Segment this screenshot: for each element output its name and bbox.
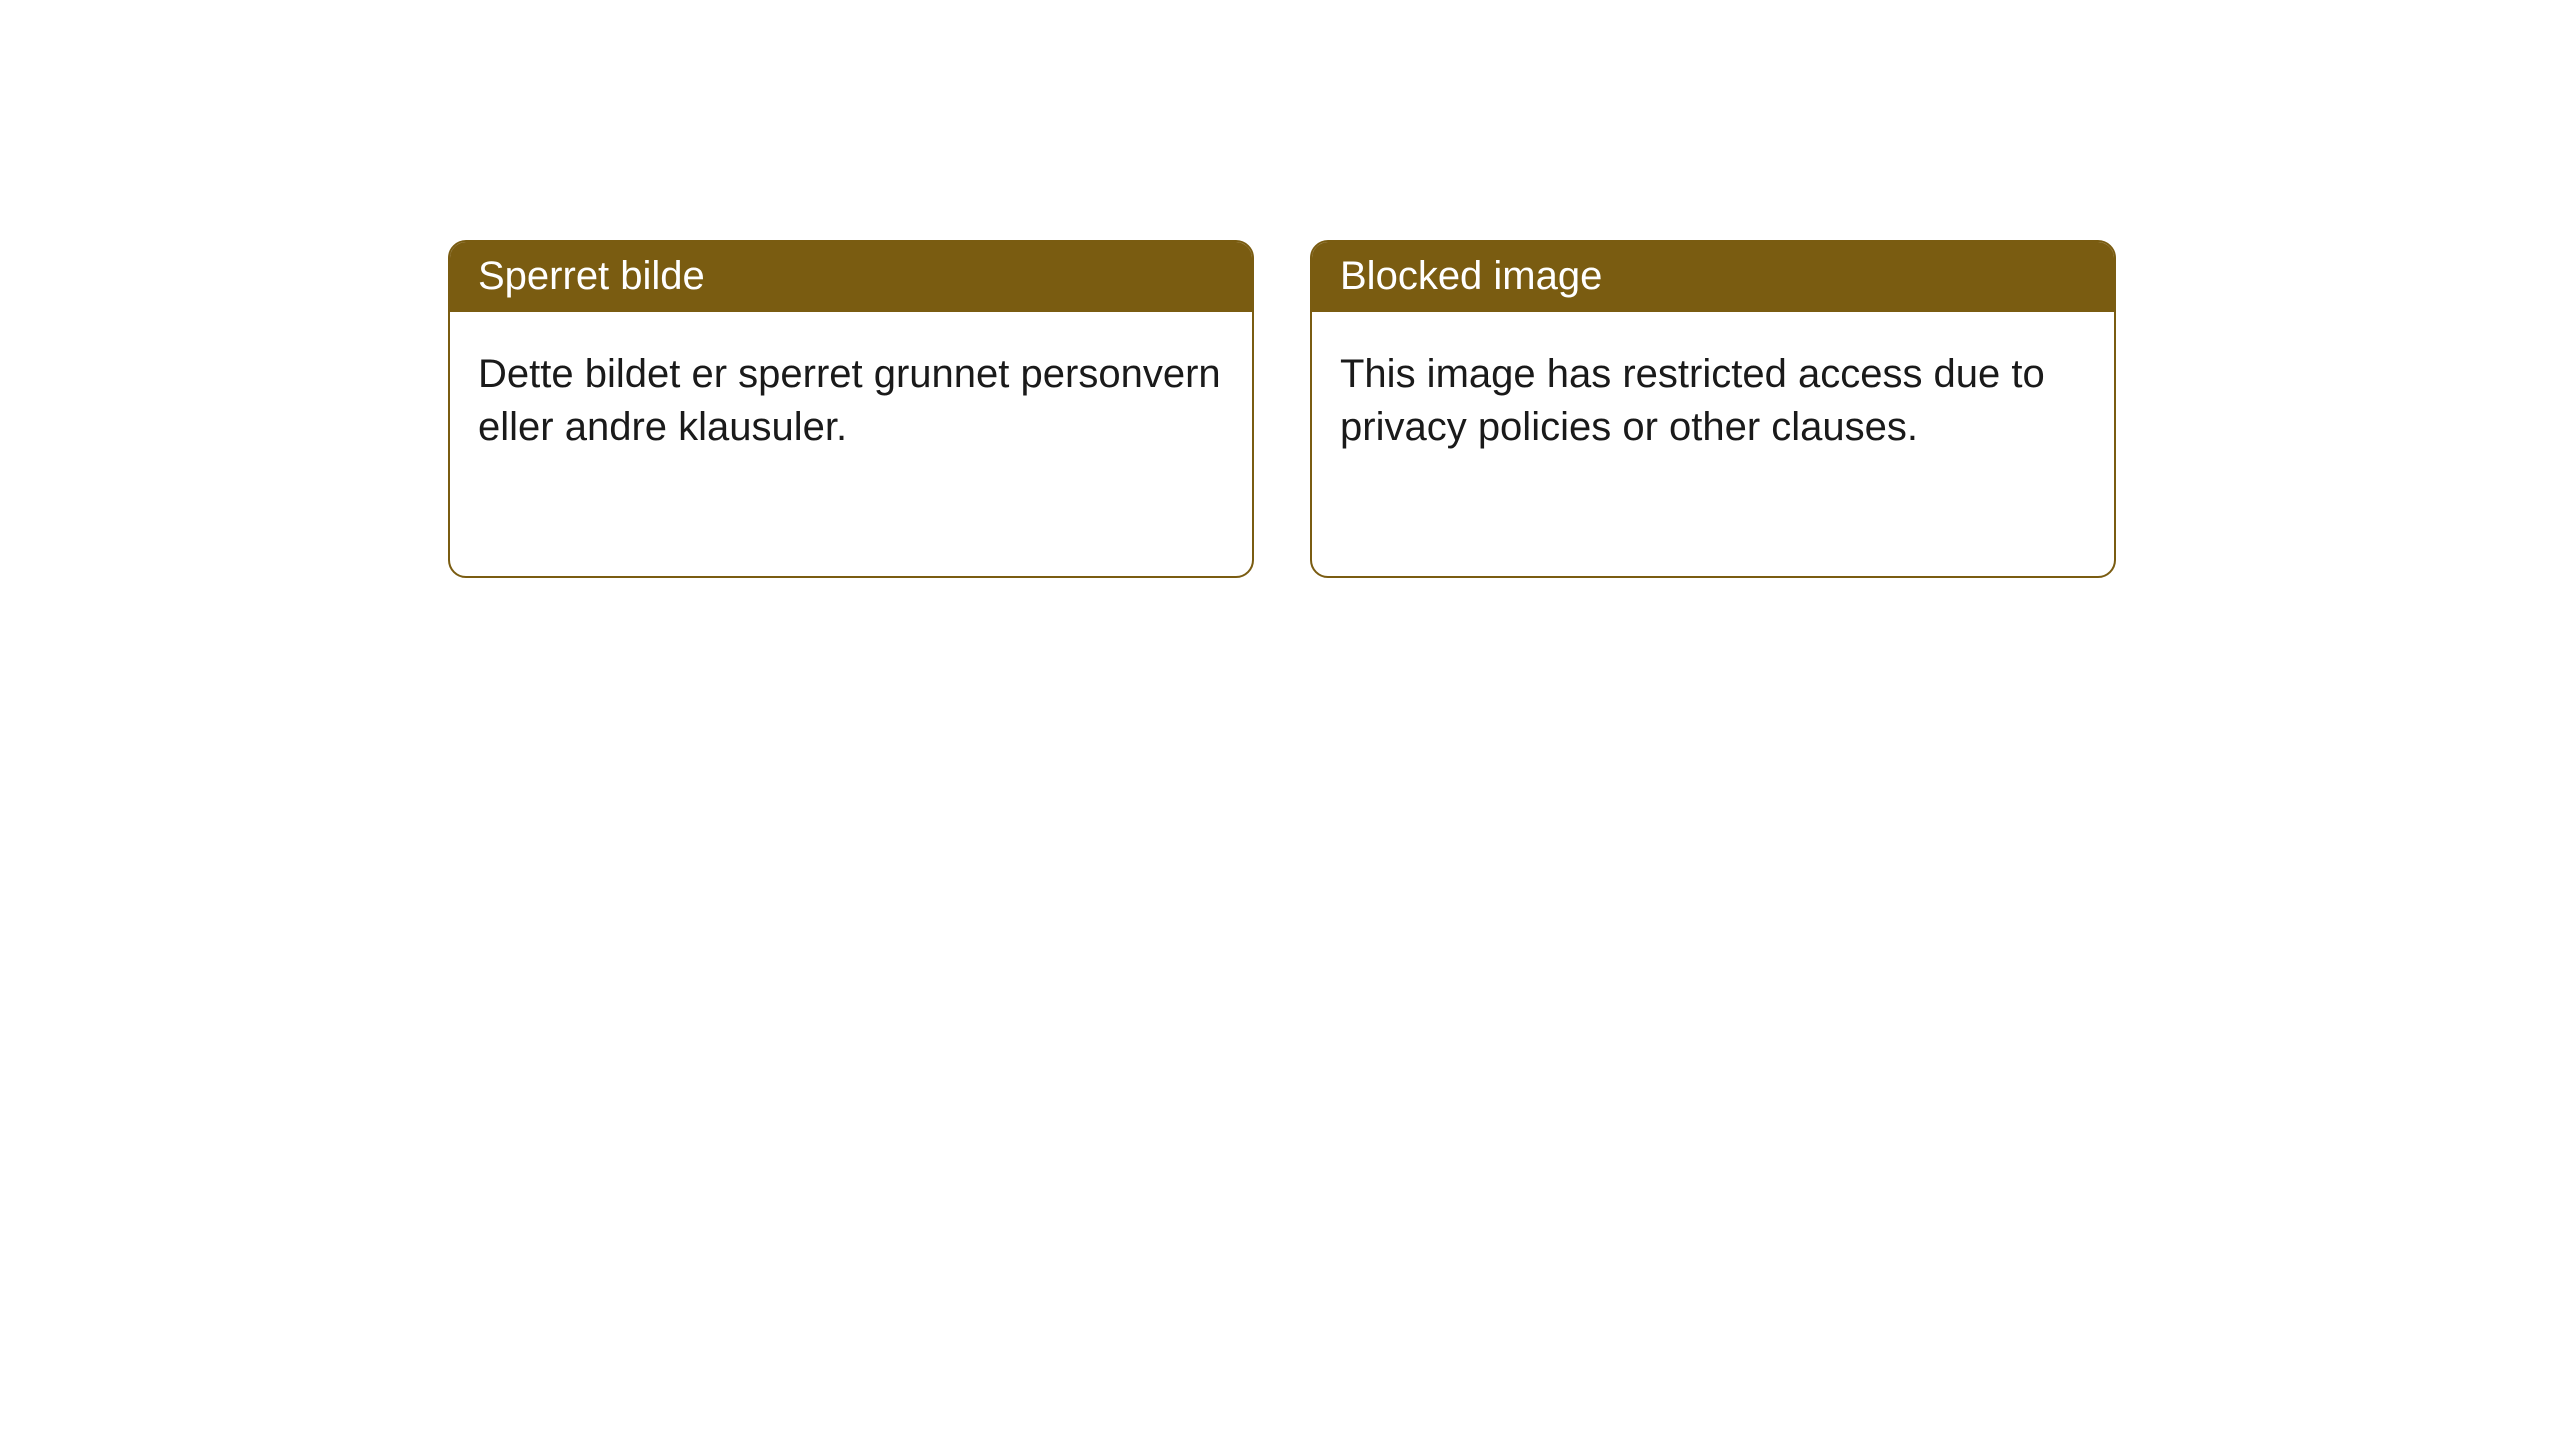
card-header: Blocked image bbox=[1312, 242, 2114, 312]
card-header: Sperret bilde bbox=[450, 242, 1252, 312]
notice-card-norwegian: Sperret bilde Dette bildet er sperret gr… bbox=[448, 240, 1254, 578]
notice-card-english: Blocked image This image has restricted … bbox=[1310, 240, 2116, 578]
card-body: This image has restricted access due to … bbox=[1312, 312, 2114, 482]
notice-container: Sperret bilde Dette bildet er sperret gr… bbox=[0, 0, 2560, 578]
card-body: Dette bildet er sperret grunnet personve… bbox=[450, 312, 1252, 482]
